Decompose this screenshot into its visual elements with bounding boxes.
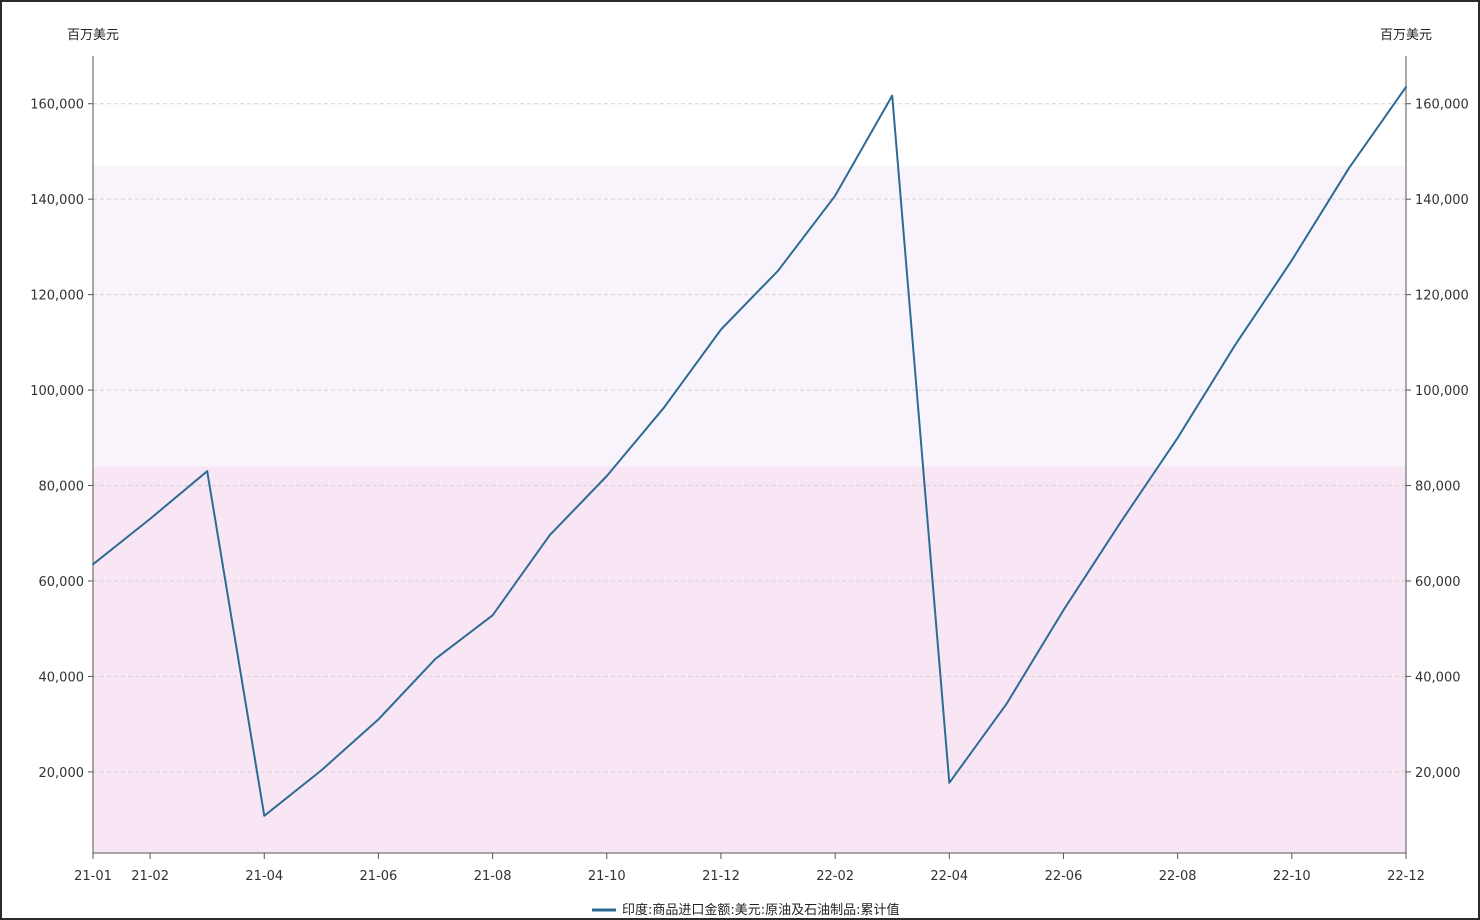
data-point[interactable] [146,515,154,523]
x-tick-label: 22-12 [1387,869,1425,884]
y-tick-label-right: 160,000 [1415,98,1469,113]
y-tick-label-left: 120,000 [30,289,84,304]
y-tick-label-right: 140,000 [1415,193,1469,208]
y-axis-left-unit: 百万美元 [67,28,119,43]
data-point[interactable] [432,655,440,663]
data-point[interactable] [489,611,497,619]
x-tick-label: 21-01 [74,869,112,884]
data-point[interactable] [89,560,97,568]
data-point[interactable] [1117,518,1125,526]
x-tick-label: 21-02 [131,869,169,884]
x-tick-label: 22-04 [930,869,968,884]
axes [88,56,1411,859]
y-tick-label-left: 100,000 [30,384,84,399]
y-tick-label-right: 80,000 [1415,480,1461,495]
y-tick-label-left: 140,000 [30,193,84,208]
y-tick-label-right: 100,000 [1415,384,1469,399]
data-point[interactable] [203,467,211,475]
y-tick-label-left: 20,000 [39,766,85,781]
data-point[interactable] [660,404,668,412]
data-point[interactable] [1288,256,1296,264]
y-tick-label-left: 60,000 [39,575,85,590]
series-layer [89,83,1410,820]
data-point[interactable] [260,812,268,820]
x-tick-label: 21-08 [474,869,512,884]
series-line-0[interactable] [92,86,1407,817]
data-point[interactable] [603,472,611,480]
grid-lines [93,103,1406,773]
x-tick-label: 22-08 [1159,869,1197,884]
background-bands [93,165,1406,853]
data-point[interactable] [1231,342,1239,350]
background-band-0 [93,466,1406,853]
data-point[interactable] [717,325,725,333]
legend-label: 印度:商品进口金额:美元:原油及石油制品:累计值 [622,902,900,918]
data-point[interactable] [546,531,554,539]
x-tick-label: 21-06 [360,869,398,884]
data-point[interactable] [831,192,839,200]
data-point[interactable] [888,92,896,100]
tick-labels: 20,000 20,000 40,000 40,000 60,000 60,000 80,0… [30,98,1469,884]
y-tick-label-right: 40,000 [1415,670,1461,685]
y-tick-label-right: 20,000 [1415,766,1461,781]
legend[interactable]: 印度:商品进口金额:美元:原油及石油制品:累计值 [592,902,900,918]
y-tick-label-right: 60,000 [1415,575,1461,590]
data-point[interactable] [1174,434,1182,442]
x-tick-label: 22-06 [1045,869,1083,884]
data-point[interactable] [1402,83,1410,91]
x-tick-label: 22-02 [816,869,854,884]
x-tick-label: 21-12 [702,869,740,884]
background-band-1 [93,165,1406,467]
data-point[interactable] [1002,700,1010,708]
data-point[interactable] [374,715,382,723]
y-tick-label-left: 80,000 [39,480,85,495]
y-axis-right-unit: 百万美元 [1380,28,1432,43]
data-point[interactable] [1059,606,1067,614]
x-tick-label: 21-10 [588,869,626,884]
x-tick-label: 22-10 [1273,869,1311,884]
y-tick-label-left: 160,000 [30,98,84,113]
data-point[interactable] [317,766,325,774]
data-point[interactable] [945,779,953,787]
x-tick-label: 21-04 [245,869,283,884]
y-tick-label-right: 120,000 [1415,289,1469,304]
data-point[interactable] [1345,164,1353,172]
y-tick-label-left: 40,000 [39,670,85,685]
data-point[interactable] [774,267,782,275]
